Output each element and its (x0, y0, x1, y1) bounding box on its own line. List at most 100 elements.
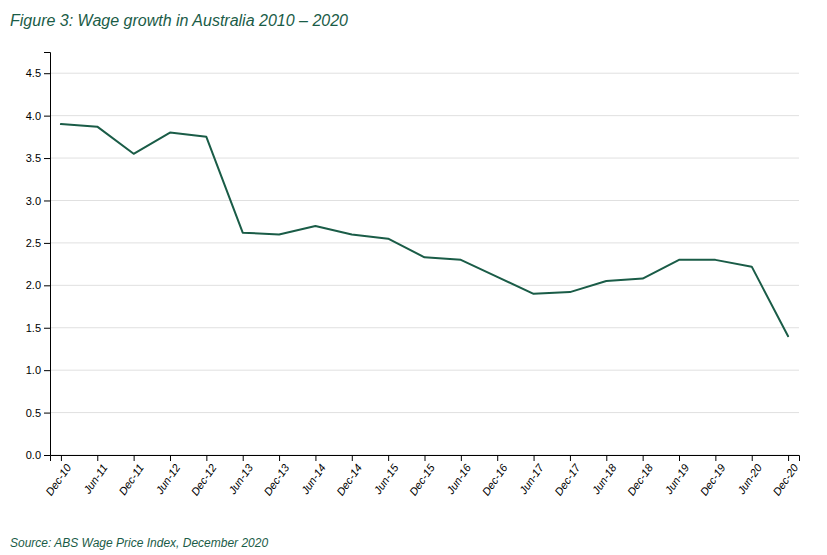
grid-line (50, 285, 799, 286)
x-tick-mark (388, 455, 389, 461)
grid-line (50, 370, 799, 371)
x-tick: Dec-16 (479, 455, 510, 498)
title: Figure 3: Wage growth in Australia 2010 … (10, 12, 348, 29)
x-tick-mark (425, 455, 426, 461)
x-tick-mark (97, 455, 98, 461)
x-tick-label: Dec-15 (407, 461, 438, 498)
x-tick-label: Jun-16 (444, 461, 474, 497)
x-tick-mark (643, 455, 644, 461)
chart: Figure 3: Wage growth in Australia 2010 … (0, 0, 827, 555)
x-tick-label: Jun-17 (516, 461, 546, 497)
x-tick-label: Jun-20 (734, 461, 764, 497)
x-tick: Jun-19 (662, 455, 692, 497)
x-tick-label: Jun-12 (153, 462, 183, 497)
y-tick: 3.0 (26, 194, 50, 206)
x-tick-mark (243, 455, 244, 461)
x-tick-mark (752, 455, 753, 461)
y-tick-mark (44, 328, 50, 329)
x-tick-mark (134, 455, 135, 461)
x-tick-mark (352, 455, 353, 461)
y-tick-label: 2.5 (26, 237, 41, 249)
grid-line (50, 115, 799, 116)
x-tick-mark (788, 455, 789, 461)
y-tick: 1.5 (26, 322, 50, 334)
x-tick-mark (315, 455, 316, 461)
y-tick: 4.0 (26, 110, 50, 122)
x-tick: Jun-17 (516, 455, 546, 497)
x-tick-mark (715, 455, 716, 461)
y-tick-mark (44, 200, 50, 201)
x-tick: Jun-11 (80, 455, 109, 496)
x-tick-label: Dec-17 (552, 461, 583, 498)
line (61, 124, 788, 336)
y-tick-mark (44, 243, 50, 244)
y-tick-label: 2.0 (26, 279, 41, 291)
x-tick-mark (534, 455, 535, 461)
y-tick-mark (44, 413, 50, 414)
x-tick-mark (279, 455, 280, 461)
y-tick: 4.5 (26, 67, 50, 79)
x-tick: Jun-12 (153, 455, 183, 497)
x-tick-mark (497, 455, 498, 461)
y-axis-line (44, 53, 51, 456)
x-tick-mark (606, 455, 607, 461)
x-axis: Dec-10Jun-11Dec-11Jun-12Dec-12Jun-13Dec-… (43, 455, 801, 498)
x-tick: Dec-17 (552, 455, 583, 498)
y-tick-mark (44, 455, 50, 456)
y-tick-label: 4.0 (26, 110, 41, 122)
x-tick-label: Dec-20 (770, 461, 801, 498)
x-axis-line (51, 456, 800, 462)
x-tick-label: Dec-10 (43, 461, 74, 498)
x-tick-mark (170, 455, 171, 461)
x-tick: Dec-15 (407, 455, 438, 498)
plot: 0.00.51.01.52.02.53.03.54.04.5Dec-10Jun-… (26, 53, 801, 498)
x-tick-label: Jun-19 (662, 462, 692, 497)
x-tick-mark (206, 455, 207, 461)
x-tick: Jun-20 (734, 455, 764, 497)
grid (50, 73, 799, 455)
x-tick: Dec-20 (770, 455, 801, 498)
x-tick-label: Dec-12 (189, 462, 219, 498)
x-tick: Jun-18 (589, 455, 619, 497)
x-tick-label: Dec-18 (625, 461, 656, 498)
x-tick-label: Dec-16 (479, 461, 510, 498)
y-tick: 1.0 (26, 364, 50, 376)
x-tick-label: Jun-13 (225, 461, 255, 497)
grid-line (50, 158, 799, 159)
x-tick: Jun-14 (298, 455, 328, 497)
x-tick: Dec-18 (625, 455, 656, 498)
x-tick-mark (61, 455, 62, 461)
grid-line (50, 73, 799, 74)
y-tick: 2.5 (26, 237, 50, 249)
x-tick-label: Dec-13 (261, 461, 292, 498)
grid-line (50, 327, 799, 328)
y-tick-label: 1.0 (26, 364, 41, 376)
grid-line (50, 200, 799, 201)
x-tick-mark (679, 455, 680, 461)
y-tick-label: 3.0 (26, 194, 41, 206)
y-tick-mark (44, 158, 50, 159)
marks (61, 124, 788, 336)
x-tick: Dec-10 (43, 455, 74, 498)
x-tick-label: Jun-18 (589, 461, 619, 497)
y-tick-label: 3.5 (26, 152, 41, 164)
y-tick: 2.0 (26, 279, 50, 291)
x-tick: Dec-11 (116, 455, 146, 497)
y-tick: 0.5 (26, 407, 50, 419)
y-tick-label: 0.5 (26, 407, 41, 419)
x-tick-label: Jun-14 (298, 462, 328, 497)
x-tick-label: Jun-11 (80, 462, 109, 497)
y-tick-label: 0.0 (26, 449, 41, 461)
source: Source: ABS Wage Price Index, December 2… (10, 536, 268, 550)
x-tick: Dec-19 (698, 455, 728, 498)
y-tick-label: 4.5 (26, 67, 41, 79)
y-tick-mark (44, 73, 50, 74)
x-tick-mark (461, 455, 462, 461)
y-tick-mark (44, 285, 50, 286)
x-tick: Jun-15 (371, 455, 401, 497)
y-tick: 3.5 (26, 152, 50, 164)
x-tick: Dec-13 (261, 455, 292, 498)
y-tick-label: 1.5 (26, 322, 41, 334)
x-tick: Dec-12 (189, 455, 219, 498)
x-tick-label: Jun-15 (371, 461, 401, 497)
